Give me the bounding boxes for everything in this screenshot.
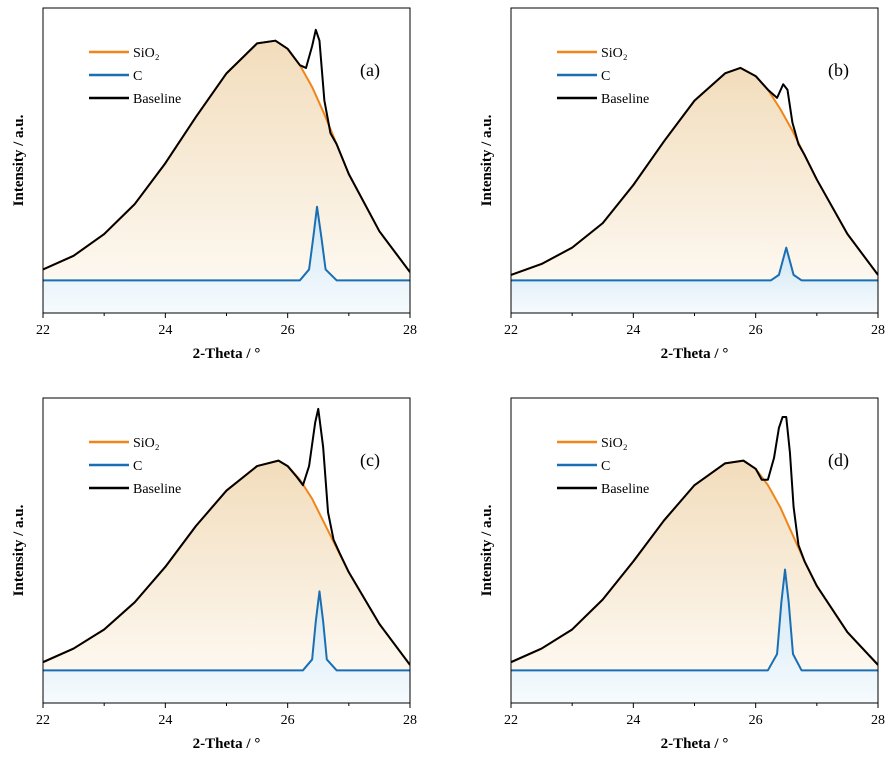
baseline-line <box>43 28 410 273</box>
legend-label-c: C <box>601 69 610 84</box>
x-axis-title: 2-Theta / ° <box>193 346 261 362</box>
panel-a: 22 24 26 28 2-Theta / ° Intensity / a.u. (a) Si… <box>11 7 417 362</box>
x-tick-label: 26 <box>749 323 763 338</box>
x-tick-label: 22 <box>504 713 518 728</box>
x-tick-label: 26 <box>749 713 763 728</box>
x-tick-label: 24 <box>158 713 172 728</box>
c-line <box>511 246 878 282</box>
x-tick-label: 26 <box>281 323 295 338</box>
legend-label-baseline: Baseline <box>601 92 649 107</box>
panel-b: 22 24 26 28 2-Theta / ° Intensity / a.u. (b) Si… <box>479 7 885 362</box>
legend-label-sio2: SiO₂ <box>133 436 160 451</box>
c-area <box>43 206 410 313</box>
legend: SiO₂ C Baseline <box>89 436 181 497</box>
baseline-line <box>43 407 410 666</box>
c-area <box>43 591 410 703</box>
legend-label-sio2: SiO₂ <box>601 436 628 451</box>
plot-area <box>43 407 410 703</box>
legend-label-baseline: Baseline <box>133 92 181 107</box>
x-tick-label: 22 <box>36 323 50 338</box>
x-axis-title: 2-Theta / ° <box>193 736 261 752</box>
plot-area <box>511 66 878 313</box>
x-tick-label: 28 <box>403 713 417 728</box>
legend-label-c: C <box>133 459 142 474</box>
legend-label-c: C <box>601 459 610 474</box>
c-line <box>43 590 410 672</box>
y-axis-title: Intensity / a.u. <box>479 114 495 206</box>
y-axis-title: Intensity / a.u. <box>479 504 495 596</box>
sio2-area <box>43 40 410 281</box>
legend: SiO₂ C Baseline <box>557 436 649 497</box>
legend-label-baseline: Baseline <box>133 482 181 497</box>
legend-label-c: C <box>133 69 142 84</box>
x-tick-label: 28 <box>403 323 417 338</box>
legend: SiO₂ C Baseline <box>557 46 649 107</box>
panel-label: (c) <box>360 450 380 471</box>
panel-label: (d) <box>828 450 849 471</box>
panel-c: 22 24 26 28 2-Theta / ° Intensity / a.u. (c) Si… <box>11 397 417 752</box>
x-axis-title: 2-Theta / ° <box>661 736 729 752</box>
legend-label-sio2: SiO₂ <box>601 46 628 61</box>
sio2-area <box>511 460 878 671</box>
c-line <box>511 568 878 672</box>
x-tick-label: 28 <box>871 323 885 338</box>
x-tick-label: 28 <box>871 713 885 728</box>
legend: SiO₂ C Baseline <box>89 46 181 107</box>
plot-area <box>511 416 878 703</box>
legend-label-sio2: SiO₂ <box>133 46 160 61</box>
c-area <box>511 569 878 703</box>
x-tick-label: 22 <box>36 713 50 728</box>
x-tick-label: 24 <box>626 713 640 728</box>
baseline-line <box>511 66 878 276</box>
x-axis-title: 2-Theta / ° <box>661 346 729 362</box>
x-tick-label: 26 <box>281 713 295 728</box>
x-tick-label: 24 <box>626 323 640 338</box>
x-tick-label: 22 <box>504 323 518 338</box>
x-tick-label: 24 <box>158 323 172 338</box>
panel-label: (b) <box>828 60 849 81</box>
y-axis-title: Intensity / a.u. <box>11 114 27 206</box>
c-line <box>43 205 410 282</box>
baseline-line <box>511 416 878 666</box>
y-axis-title: Intensity / a.u. <box>11 504 27 596</box>
legend-label-baseline: Baseline <box>601 482 649 497</box>
panel-label: (a) <box>360 60 380 81</box>
plot-area <box>43 28 410 313</box>
panel-d: 22 24 26 28 2-Theta / ° Intensity / a.u. (d) Si… <box>479 397 885 752</box>
